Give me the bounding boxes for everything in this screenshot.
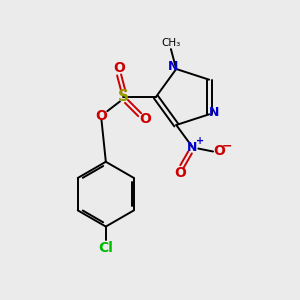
Text: Cl: Cl xyxy=(98,241,113,255)
Text: O: O xyxy=(113,61,125,75)
Text: S: S xyxy=(118,89,129,104)
Text: N: N xyxy=(167,60,178,73)
Text: −: − xyxy=(222,140,232,153)
Text: O: O xyxy=(95,109,107,122)
Text: CH₃: CH₃ xyxy=(161,38,181,48)
Text: O: O xyxy=(139,112,151,126)
Text: N: N xyxy=(187,141,198,154)
Text: O: O xyxy=(175,166,187,180)
Text: +: + xyxy=(196,136,204,146)
Text: N: N xyxy=(208,106,219,119)
Text: O: O xyxy=(213,144,225,158)
